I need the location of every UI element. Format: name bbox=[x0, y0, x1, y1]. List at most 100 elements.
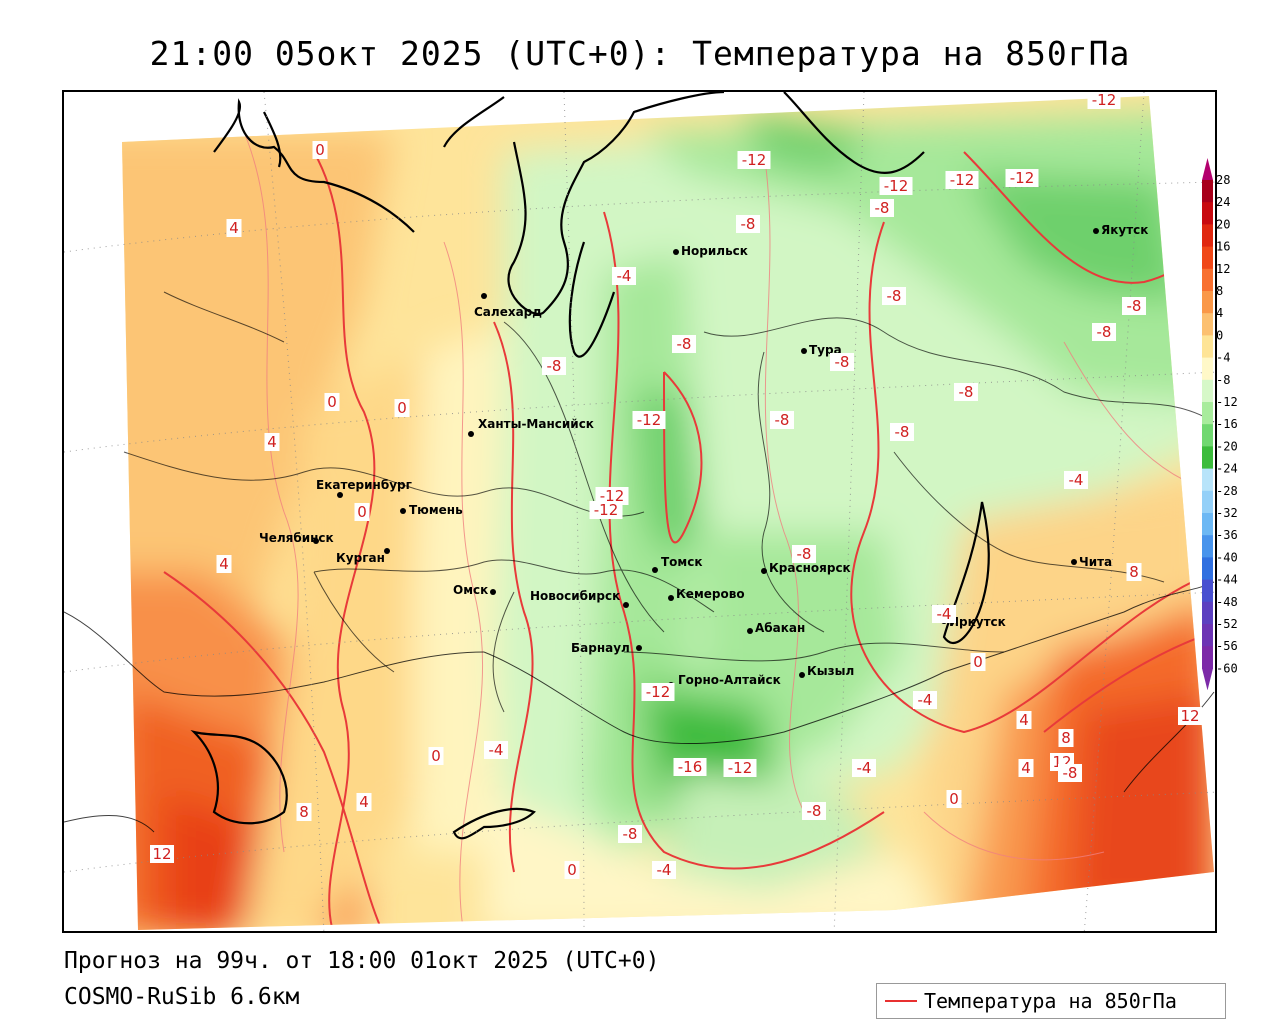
isotherm-label-bg bbox=[324, 393, 340, 411]
svg-text:Тюмень: Тюмень bbox=[409, 503, 463, 517]
graticule bbox=[64, 92, 1215, 931]
city-tyumen[interactable]: Тюмень bbox=[400, 503, 463, 517]
colorbar-swatch bbox=[1202, 180, 1213, 203]
isotherm-label: -4 bbox=[857, 759, 872, 777]
isotherm-label-bg bbox=[484, 741, 508, 759]
colorbar-tick-label: -60 bbox=[1216, 661, 1238, 675]
isotherm-label: -4 bbox=[489, 741, 504, 759]
city-krasnoyarsk[interactable]: Красноярск bbox=[761, 561, 851, 575]
colorbar-tick-label: -44 bbox=[1216, 573, 1238, 587]
city-abakan[interactable]: Абакан bbox=[747, 621, 805, 635]
isotherm-label: 8 bbox=[1129, 563, 1139, 581]
colorbar-tick-label: -16 bbox=[1216, 417, 1238, 431]
isotherm-label-bg bbox=[946, 790, 962, 808]
city-yekaterinburg[interactable]: Екатеринбург bbox=[316, 478, 412, 498]
isotherm-label: 4 bbox=[1021, 759, 1031, 777]
city-barnaul[interactable]: Барнаул bbox=[571, 641, 642, 655]
svg-text:Барнаул: Барнаул bbox=[571, 641, 630, 655]
city-tomsk[interactable]: Томск bbox=[652, 555, 703, 573]
isotherm-label: -12 bbox=[884, 177, 909, 195]
city-kurgan[interactable]: Курган bbox=[336, 548, 390, 565]
svg-text:Челябинск: Челябинск bbox=[259, 531, 334, 545]
legend-line-swatch bbox=[885, 1000, 917, 1002]
isotherm-label: 4 bbox=[219, 555, 229, 573]
colorbar-swatch bbox=[1202, 224, 1213, 248]
isotherm-label: 4 bbox=[1019, 711, 1029, 729]
colorbar-swatch bbox=[1202, 313, 1213, 336]
isotherm-label-bg bbox=[1058, 729, 1074, 747]
isotherm-label-bg bbox=[830, 353, 854, 371]
isotherm-label-bg bbox=[356, 793, 372, 811]
isotherm-label: 0 bbox=[431, 747, 441, 765]
colorbar-tick-label: -32 bbox=[1216, 506, 1238, 520]
isotherm-label: -8 bbox=[547, 357, 562, 375]
city-kemerovo[interactable]: Кемерово bbox=[668, 587, 745, 601]
city-yakutsk[interactable]: Якутск bbox=[1093, 223, 1148, 237]
colorbar-swatch bbox=[1202, 624, 1213, 647]
svg-text:Салехард: Салехард bbox=[474, 305, 542, 319]
city-gorno-altaysk[interactable]: Горно-Алтайск bbox=[668, 673, 781, 688]
svg-text:Абакан: Абакан bbox=[755, 621, 805, 635]
city-omsk[interactable]: Омск bbox=[453, 583, 496, 597]
isotherm-label: -12 bbox=[1010, 169, 1035, 187]
isotherm-label: -8 bbox=[1127, 297, 1142, 315]
isotherm-label-bg bbox=[652, 861, 676, 879]
colorbar-tick-label: 28 bbox=[1216, 173, 1230, 187]
isotherm-label-bg bbox=[852, 759, 876, 777]
temperature-field bbox=[122, 96, 1214, 930]
isotherm-label: -8 bbox=[895, 423, 910, 441]
colorbar-tick-label: -20 bbox=[1216, 439, 1238, 453]
isotherm-label: -4 bbox=[918, 691, 933, 709]
legend-label: Температура на 850гПа bbox=[924, 989, 1177, 1013]
city-salekhard[interactable]: Салехард bbox=[474, 293, 542, 319]
city-chita[interactable]: Чита bbox=[1071, 555, 1112, 569]
isotherm-label-bg bbox=[542, 357, 566, 375]
isotherm-label-bg bbox=[641, 683, 675, 701]
isotherm-label: -12 bbox=[1092, 92, 1117, 109]
isotherm-label-bg bbox=[882, 287, 906, 305]
isotherm-label-bg bbox=[954, 383, 978, 401]
isotherm-label-bg bbox=[1122, 297, 1146, 315]
colorbar-swatch bbox=[1202, 535, 1213, 558]
colorbar-tick-label: -40 bbox=[1216, 550, 1238, 564]
colorbar-tick-label: -24 bbox=[1216, 462, 1238, 476]
isotherm-label: -8 bbox=[677, 335, 692, 353]
colorbar-swatch bbox=[1202, 601, 1213, 625]
isotherm-label: -16 bbox=[678, 758, 703, 776]
city-chelyabinsk[interactable]: Челябинск bbox=[259, 531, 334, 545]
model-name: COSMO-RuSib 6.6км bbox=[64, 984, 300, 1010]
svg-text:Горно-Алтайск: Горно-Алтайск bbox=[678, 673, 781, 687]
isotherm-label: 4 bbox=[229, 219, 239, 237]
isotherm-label: 0 bbox=[949, 790, 959, 808]
svg-text:Кемерово: Кемерово bbox=[676, 587, 745, 601]
isotherm-label-bg bbox=[618, 825, 642, 843]
city-kyzyl[interactable]: Кызыл bbox=[799, 664, 854, 678]
colorbar-tick-label: 0 bbox=[1216, 328, 1223, 342]
colorbar-swatch bbox=[1202, 268, 1213, 292]
isotherm-label: -8 bbox=[797, 545, 812, 563]
isotherm-label-bg bbox=[913, 691, 937, 709]
isotherm-label-bg bbox=[802, 802, 826, 820]
isotherm-label-bg bbox=[1018, 759, 1034, 777]
isotherm-label: 0 bbox=[315, 141, 325, 159]
temperature-colorbar: 28 24 20 16 12 8 4 0 -4 -8 -12 -16 -20 -24 -28 -32 -36 -4… bbox=[1200, 158, 1260, 691]
isotherm-label-bg bbox=[394, 399, 410, 417]
city-novosibirsk[interactable]: Новосибирск bbox=[530, 589, 629, 608]
map-legend: Температура на 850гПа bbox=[876, 983, 1226, 1019]
isotherm-label-bg bbox=[1005, 169, 1039, 187]
isotherm-label-bg bbox=[945, 171, 979, 189]
colorbar-tick-label: -56 bbox=[1216, 639, 1238, 653]
isotherm-label: 0 bbox=[973, 653, 983, 671]
isotherm-label-bg bbox=[354, 503, 370, 521]
isotherm-label-bg bbox=[770, 411, 794, 429]
isotherm-label-bg bbox=[1064, 471, 1088, 489]
colorbar-swatch bbox=[1202, 646, 1213, 669]
city-khanty-mansiysk[interactable]: Ханты-Мансийск bbox=[468, 417, 594, 437]
colorbar-tick-label: 24 bbox=[1216, 195, 1230, 209]
colorbar-swatch bbox=[1202, 490, 1213, 514]
city-norilsk[interactable]: Норильск bbox=[673, 244, 748, 258]
map-canvas: Норильск Якутск Салехард Тура Ханты-Манс… bbox=[64, 92, 1215, 931]
temperature-map[interactable]: Норильск Якутск Салехард Тура Ханты-Манс… bbox=[62, 90, 1217, 933]
svg-text:Якутск: Якутск bbox=[1101, 223, 1148, 237]
region-borders bbox=[123, 291, 1215, 713]
